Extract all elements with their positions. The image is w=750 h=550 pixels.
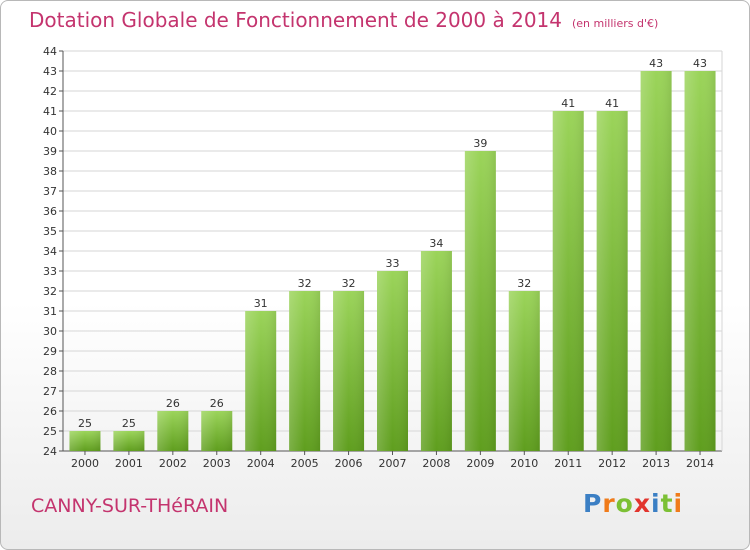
y-tick-label: 24 [43, 445, 57, 458]
bar-shade-2006 [333, 291, 365, 451]
y-tick-label: 38 [43, 165, 57, 178]
bar-shade-2011 [552, 111, 584, 451]
value-label: 43 [649, 57, 663, 70]
y-tick-label: 29 [43, 345, 57, 358]
value-label: 31 [254, 297, 268, 310]
logo-letter: t [660, 489, 674, 518]
x-tick-label: 2011 [554, 457, 582, 470]
value-label: 41 [605, 97, 619, 110]
logo-letter: r [602, 489, 616, 518]
bar-shade-2004 [245, 311, 277, 451]
proxiti-logo: Proxiti [583, 489, 683, 518]
x-tick-label: 2003 [203, 457, 231, 470]
chart-title-text: Dotation Globale de Fonctionnement de 20… [29, 8, 562, 32]
chart-subtitle: (en milliers d'€) [572, 17, 659, 30]
x-tick-label: 2005 [291, 457, 319, 470]
value-label: 26 [210, 397, 224, 410]
y-tick-labels: 24 25 26 27 28 29 30 31 32 33 34 35 36 37 38 39 40 41 42 43… [43, 45, 57, 458]
bar-shade-2003 [201, 411, 233, 451]
x-tick-label: 2001 [115, 457, 143, 470]
x-tick-label: 2002 [159, 457, 187, 470]
y-tick-label: 26 [43, 405, 57, 418]
y-tick-label: 39 [43, 145, 57, 158]
x-tick-label: 2010 [510, 457, 538, 470]
y-tick-label: 42 [43, 85, 57, 98]
bars [69, 71, 716, 451]
chart-title: Dotation Globale de Fonctionnement de 20… [29, 8, 658, 32]
x-tick-label: 2014 [686, 457, 714, 470]
x-tick-label: 2004 [247, 457, 275, 470]
logo-letter: i [651, 489, 661, 518]
x-tick-label: 2013 [642, 457, 670, 470]
value-label: 32 [342, 277, 356, 290]
y-tick-label: 37 [43, 185, 57, 198]
value-label: 41 [561, 97, 575, 110]
y-tick-label: 40 [43, 125, 57, 138]
value-label: 25 [78, 417, 92, 430]
value-label: 39 [473, 137, 487, 150]
logo-letter: o [615, 489, 634, 518]
x-tick-label: 2006 [335, 457, 363, 470]
value-label: 34 [429, 237, 443, 250]
value-label: 32 [298, 277, 312, 290]
y-tick-label: 27 [43, 385, 57, 398]
logo-letter: i [673, 489, 684, 518]
value-label: 43 [693, 57, 707, 70]
logo-letter: x [633, 489, 651, 518]
bar-shade-2002 [157, 411, 189, 451]
bar-shade-2008 [420, 251, 452, 451]
y-tick-label: 30 [43, 325, 57, 338]
bar-shade-2001 [113, 431, 145, 451]
logo-letter: P [583, 489, 603, 518]
value-label: 25 [122, 417, 136, 430]
bar-shade-2005 [289, 291, 321, 451]
bar-shade-2012 [596, 111, 628, 451]
x-tick-label: 2012 [598, 457, 626, 470]
y-tick-label: 44 [43, 45, 57, 58]
value-label: 32 [517, 277, 531, 290]
bar-shade-2007 [377, 271, 408, 451]
y-tick-label: 41 [43, 105, 57, 118]
x-tick-label: 2008 [422, 457, 450, 470]
y-tick-label: 28 [43, 365, 57, 378]
y-tick-label: 32 [43, 285, 57, 298]
y-tick-label: 33 [43, 265, 57, 278]
y-tick-label: 43 [43, 65, 57, 78]
bar-shade-2014 [684, 71, 716, 451]
x-tick-label: 2000 [71, 457, 99, 470]
commune-name: CANNY-SUR-THéRAIN [31, 495, 229, 517]
y-tick-label: 36 [43, 205, 57, 218]
x-tick-label: 2009 [466, 457, 494, 470]
value-labels: 25 25 26 26 31 32 32 33 34 39 32 41 41 43 43 [78, 57, 707, 430]
bar-shade-2009 [464, 151, 496, 451]
x-tick-label: 2007 [379, 457, 407, 470]
y-tick-label: 34 [43, 245, 57, 258]
y-tick-label: 25 [43, 425, 57, 438]
value-label: 33 [386, 257, 400, 270]
y-tick-label: 35 [43, 225, 57, 238]
bar-shade-2013 [640, 71, 672, 451]
y-tick-label: 31 [43, 305, 57, 318]
value-label: 26 [166, 397, 180, 410]
bar-shade-2010 [508, 291, 540, 451]
x-tick-labels: 2000 2001 2002 2003 2004 2005 2006 2007 2008 2009… [71, 451, 714, 470]
bar-shade-2000 [69, 431, 101, 451]
